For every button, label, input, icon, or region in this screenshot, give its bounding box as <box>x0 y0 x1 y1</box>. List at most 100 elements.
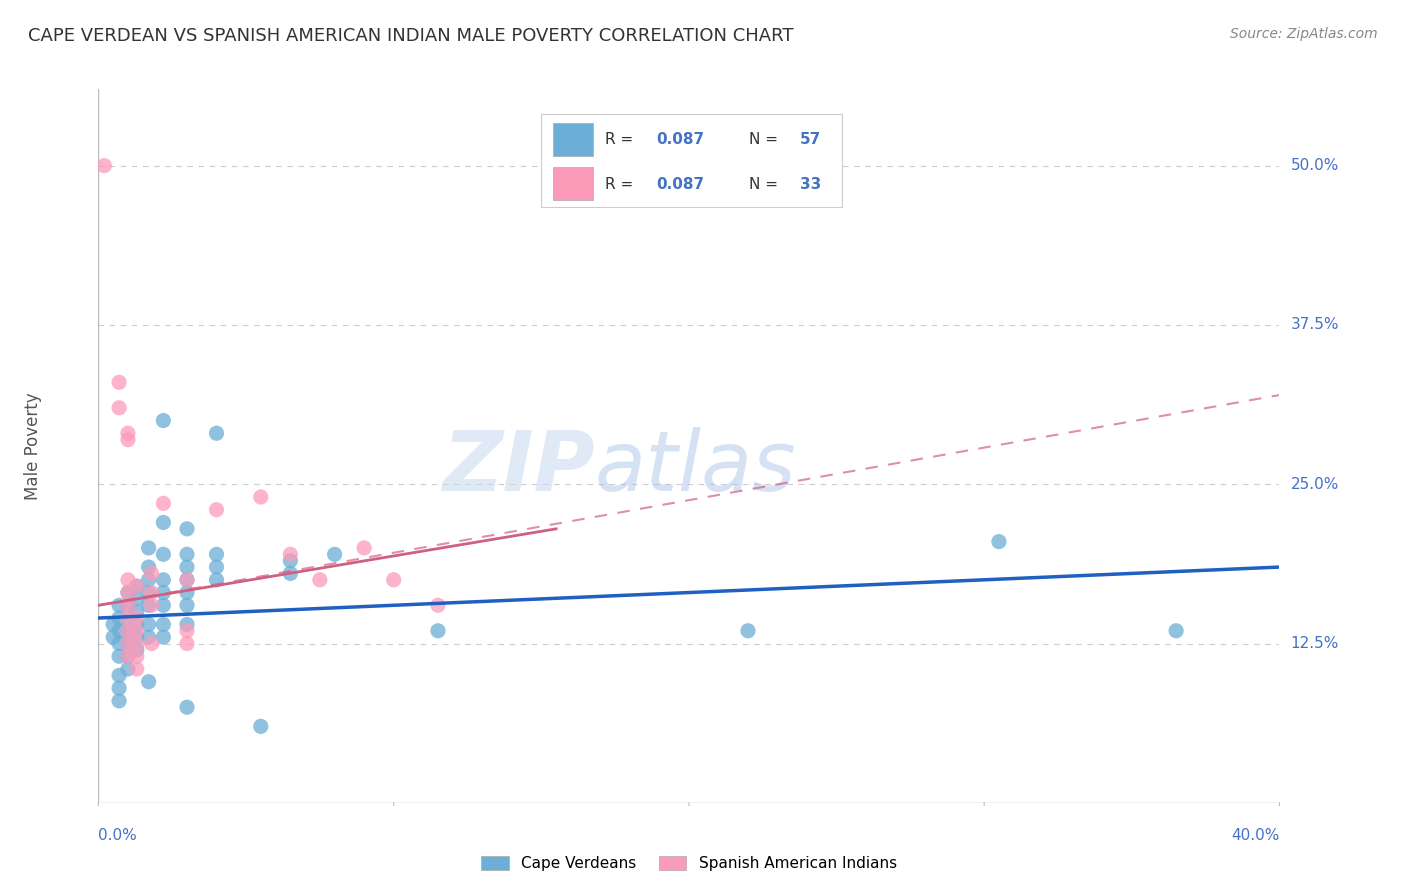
Point <box>176 599 198 613</box>
Point <box>250 719 273 733</box>
Point <box>117 624 139 638</box>
Point <box>152 573 174 587</box>
Point <box>205 573 228 587</box>
Point <box>108 376 131 390</box>
Point <box>125 624 148 638</box>
Legend: Cape Verdeans, Spanish American Indians: Cape Verdeans, Spanish American Indians <box>475 849 903 877</box>
Point <box>176 585 198 599</box>
Point <box>125 662 148 676</box>
Text: 37.5%: 37.5% <box>1291 318 1339 333</box>
Point <box>250 490 273 504</box>
Point <box>125 611 148 625</box>
Text: Male Poverty: Male Poverty <box>24 392 42 500</box>
Point <box>108 649 131 664</box>
Point <box>138 630 160 644</box>
Point <box>205 426 228 441</box>
Point <box>108 694 131 708</box>
Point <box>125 579 148 593</box>
Point <box>152 630 174 644</box>
Text: 12.5%: 12.5% <box>1291 636 1339 651</box>
Point <box>152 599 174 613</box>
Text: 40.0%: 40.0% <box>1232 828 1279 843</box>
Point <box>152 617 174 632</box>
Point <box>141 599 163 613</box>
Text: 50.0%: 50.0% <box>1291 158 1339 173</box>
Point <box>205 502 228 516</box>
Point <box>125 649 148 664</box>
Point <box>117 585 139 599</box>
Point <box>125 605 148 619</box>
Point <box>125 617 148 632</box>
Point <box>138 541 160 555</box>
Point <box>141 636 163 650</box>
Text: 25.0%: 25.0% <box>1291 476 1339 491</box>
Point <box>108 624 131 638</box>
Point <box>278 547 302 561</box>
Point <box>117 599 139 613</box>
Point <box>323 547 346 561</box>
Point <box>152 496 174 510</box>
Point <box>103 617 125 632</box>
Point <box>117 649 139 664</box>
Point <box>117 624 139 638</box>
Point <box>309 573 332 587</box>
Point <box>205 560 228 574</box>
Point <box>117 433 139 447</box>
Text: Source: ZipAtlas.com: Source: ZipAtlas.com <box>1230 27 1378 41</box>
Point <box>176 617 198 632</box>
Point <box>125 630 148 644</box>
Point <box>737 624 759 638</box>
Text: 0.0%: 0.0% <box>98 828 138 843</box>
Point <box>382 573 405 587</box>
Point <box>176 700 198 714</box>
Point <box>108 668 131 682</box>
Point <box>176 573 198 587</box>
Point <box>125 591 148 606</box>
Point <box>176 560 198 574</box>
Point <box>152 547 174 561</box>
Point <box>353 541 375 555</box>
Point <box>117 636 139 650</box>
Point <box>176 547 198 561</box>
Text: CAPE VERDEAN VS SPANISH AMERICAN INDIAN MALE POVERTY CORRELATION CHART: CAPE VERDEAN VS SPANISH AMERICAN INDIAN … <box>28 27 793 45</box>
Point <box>108 681 131 695</box>
Point <box>1164 624 1187 638</box>
Point <box>427 624 450 638</box>
Point <box>138 573 160 587</box>
Point <box>117 585 139 599</box>
Point <box>117 611 139 625</box>
Text: ZIP: ZIP <box>441 427 595 508</box>
Text: atlas: atlas <box>595 427 796 508</box>
Point <box>427 599 450 613</box>
Point <box>103 630 125 644</box>
Point <box>138 560 160 574</box>
Point <box>152 413 174 427</box>
Point <box>125 579 148 593</box>
Point <box>987 534 1010 549</box>
Point <box>125 643 148 657</box>
Point <box>108 611 131 625</box>
Point <box>138 617 160 632</box>
Point <box>278 566 302 581</box>
Point <box>176 522 198 536</box>
Point <box>117 662 139 676</box>
Point <box>108 401 131 415</box>
Point <box>117 426 139 441</box>
Point <box>117 636 139 650</box>
Point <box>176 573 198 587</box>
Point <box>108 599 131 613</box>
Point <box>117 649 139 664</box>
Point <box>117 611 139 625</box>
Point <box>141 566 163 581</box>
Point <box>117 573 139 587</box>
Point <box>125 636 148 650</box>
Point <box>93 159 115 173</box>
Point <box>152 516 174 530</box>
Point <box>108 636 131 650</box>
Point <box>278 554 302 568</box>
Point <box>141 585 163 599</box>
Point <box>176 624 198 638</box>
Point <box>176 636 198 650</box>
Point <box>152 585 174 599</box>
Point <box>138 585 160 599</box>
